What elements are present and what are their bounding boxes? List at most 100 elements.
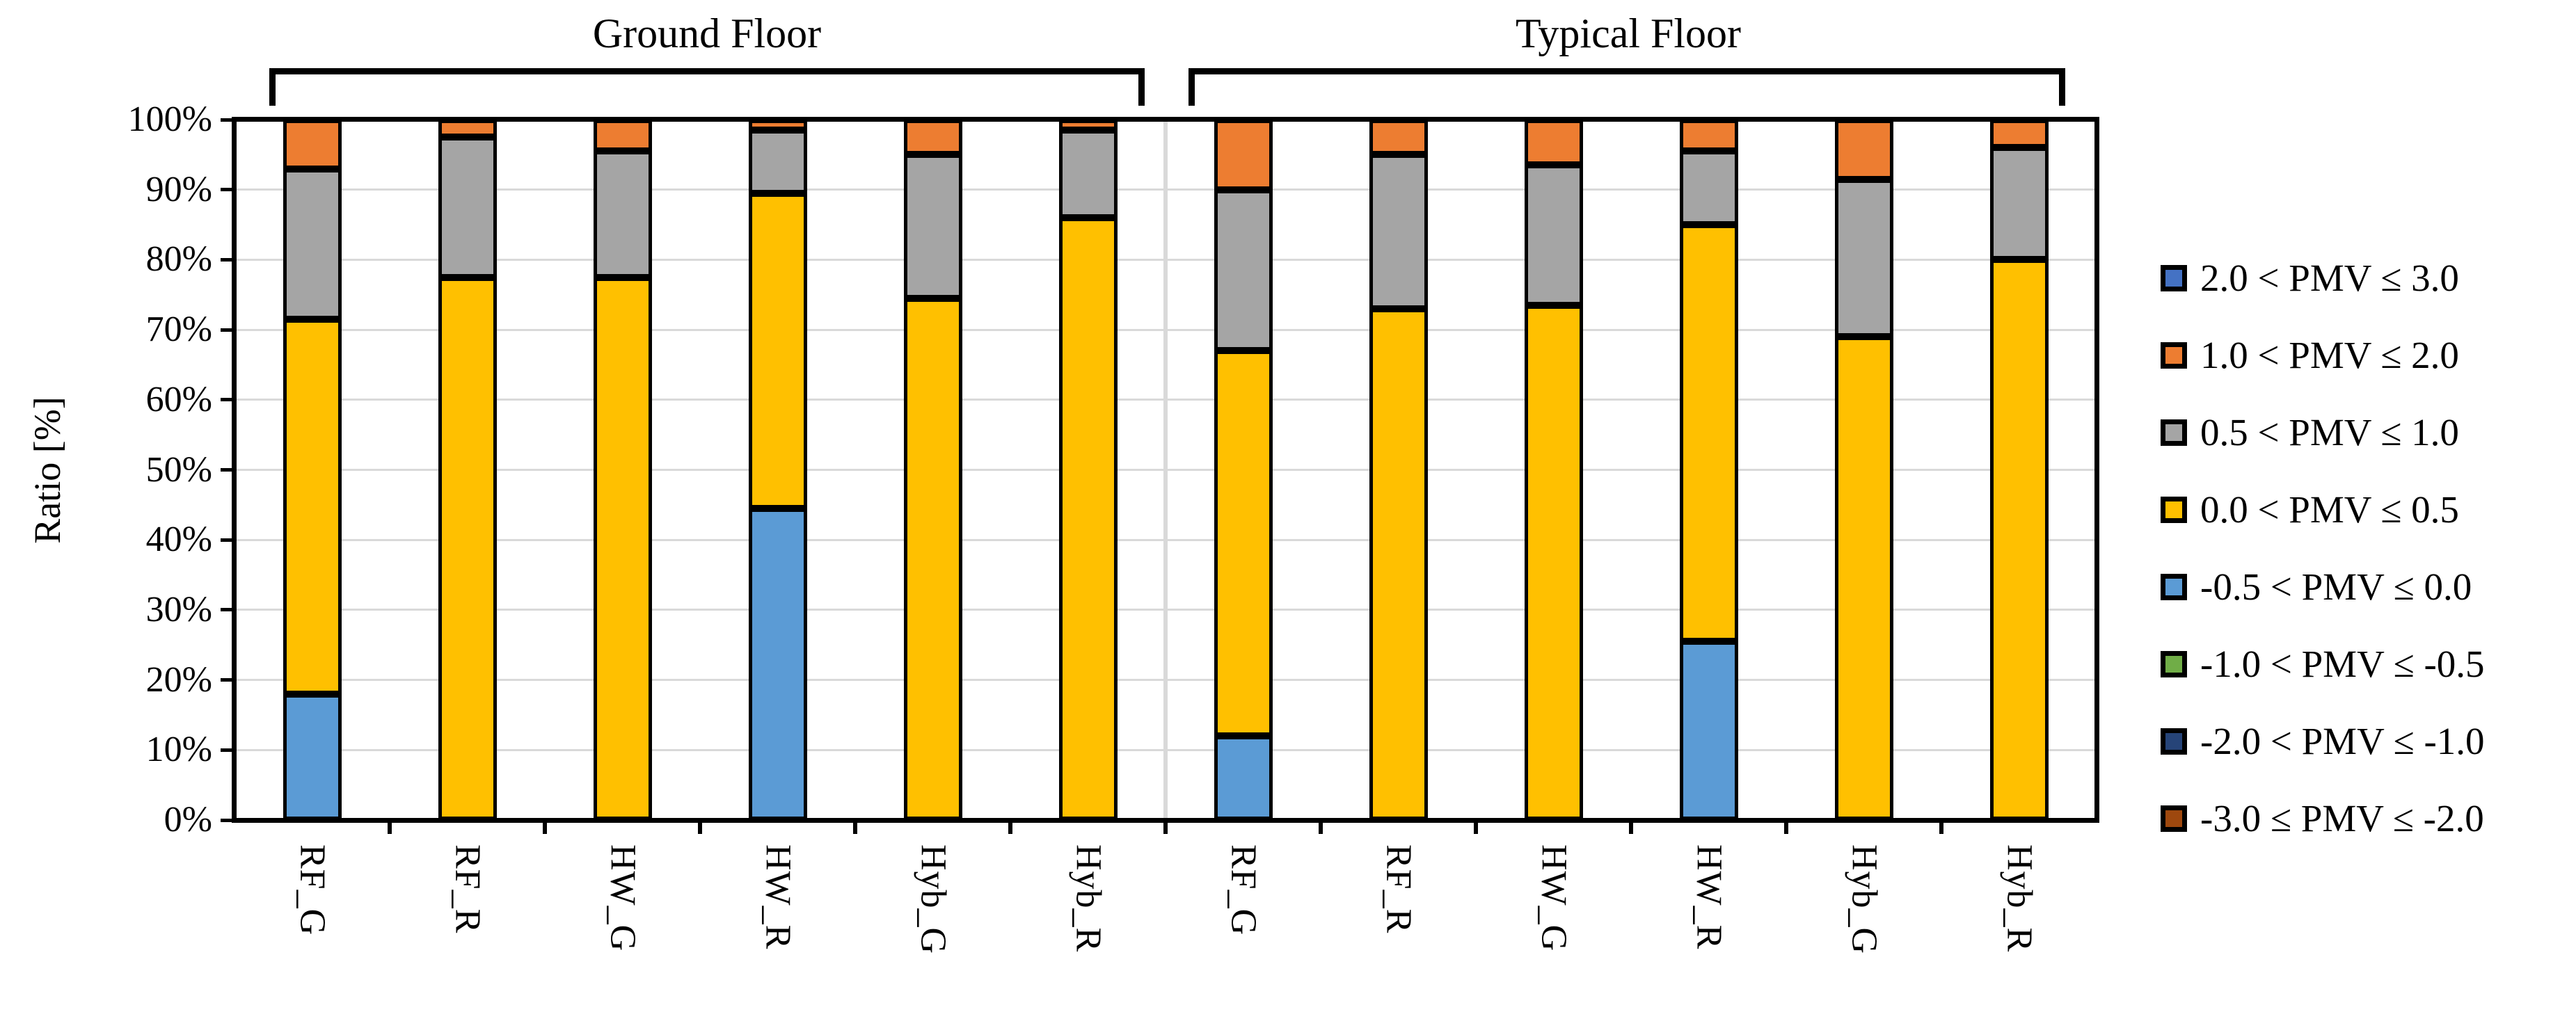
bar-segment [438, 120, 497, 138]
legend-label: -3.0 ≤ PMV ≤ -2.0 [2200, 797, 2484, 840]
y-tick-label: 50% [145, 449, 212, 490]
y-tick-mark [221, 328, 234, 332]
bar-segment [283, 693, 342, 820]
x-tick-mark [543, 820, 547, 834]
x-axis-label: HW_R [1689, 844, 1729, 950]
bar-segment [1369, 120, 1428, 155]
legend-label: -0.5 < PMV ≤ 0.0 [2200, 565, 2472, 608]
bar-segment [1834, 179, 1893, 337]
legend-swatch [2161, 574, 2187, 600]
bar-segment [438, 137, 497, 278]
x-tick-mark [1163, 820, 1168, 834]
bar-segment [1834, 337, 1893, 820]
y-tick-label: 80% [145, 239, 212, 280]
x-axis-label: RF_R [447, 844, 488, 934]
bar-segment [748, 193, 807, 508]
bar-segment [1679, 151, 1738, 225]
x-tick-mark [1008, 820, 1012, 834]
y-tick-mark [221, 188, 234, 192]
y-tick-label: 90% [145, 169, 212, 209]
bar-segment [1834, 120, 1893, 179]
y-tick-mark [221, 118, 234, 122]
bar-segment [1989, 259, 2049, 820]
legend-label: 1.0 < PMV ≤ 2.0 [2200, 334, 2459, 376]
x-axis-label: RF_G [292, 844, 333, 936]
y-tick-mark [221, 748, 234, 752]
x-axis-label: HW_R [758, 844, 798, 950]
bar-segment [1214, 120, 1273, 190]
bar-segment [748, 130, 807, 193]
bar-segment [438, 277, 497, 820]
group-bracket-typical-left-tick [1188, 68, 1195, 106]
y-tick-mark [221, 257, 234, 262]
group-header-ground-floor: Ground Floor [592, 10, 822, 56]
bar-segment [593, 120, 652, 152]
bar-segment [1058, 217, 1118, 820]
x-tick-mark [698, 820, 702, 834]
group-bracket-ground-left-tick [269, 68, 276, 106]
x-tick-mark [853, 820, 857, 834]
bar-segment [1679, 641, 1738, 820]
x-tick-mark [1629, 820, 1633, 834]
x-tick-mark [1474, 820, 1478, 834]
x-axis-label: Hyb_R [1068, 844, 1108, 953]
legend-swatch [2161, 728, 2187, 755]
bar-segment [1214, 736, 1273, 820]
bar-segment [1058, 120, 1118, 131]
x-axis-label: HW_G [603, 844, 643, 952]
x-tick-mark [1319, 820, 1323, 834]
x-tick-mark [1939, 820, 1943, 834]
y-tick-label: 20% [145, 659, 212, 700]
legend-swatch [2161, 419, 2187, 446]
x-axis-label: Hyb_G [913, 844, 953, 955]
legend-swatch [2161, 265, 2187, 291]
y-tick-mark [221, 538, 234, 542]
bar-segment [903, 154, 962, 298]
y-tick-label: 70% [145, 310, 212, 350]
bar-segment [1989, 147, 2049, 260]
bar-segment [1524, 165, 1583, 305]
bar-segment [593, 151, 652, 278]
y-tick-mark [221, 398, 234, 402]
group-separator-line [1163, 120, 1168, 820]
x-axis-label: Hyb_G [1844, 844, 1884, 955]
bar-segment [1679, 225, 1738, 642]
legend-swatch [2161, 342, 2187, 369]
bar-segment [283, 168, 342, 319]
y-tick-label: 100% [127, 99, 212, 139]
bar-segment [1679, 120, 1738, 152]
y-tick-label: 0% [164, 800, 212, 840]
bar-segment [903, 120, 962, 155]
bar-segment [283, 319, 342, 694]
bar-segment [748, 120, 807, 131]
y-tick-mark [221, 818, 234, 822]
bar-segment [1989, 120, 2049, 148]
x-axis-label: Hyb_R [1999, 844, 2040, 953]
legend-swatch [2161, 805, 2187, 832]
bar-segment [1524, 120, 1583, 166]
y-tick-mark [221, 468, 234, 472]
legend-swatch [2161, 497, 2187, 523]
x-axis-label: HW_G [1534, 844, 1574, 952]
y-tick-mark [221, 608, 234, 612]
legend-label: 0.0 < PMV ≤ 0.5 [2200, 488, 2459, 531]
group-bracket-ground [269, 68, 1145, 74]
bar-segment [903, 298, 962, 820]
bar-segment [1524, 305, 1583, 820]
bar-segment [1369, 308, 1428, 820]
y-tick-label: 40% [145, 520, 212, 560]
group-bracket-ground-right-tick [1138, 68, 1145, 106]
group-bracket-typical-right-tick [2059, 68, 2065, 106]
plot-area [234, 120, 2097, 820]
bar-segment [593, 277, 652, 820]
bar-segment [748, 508, 807, 820]
legend-label: 0.5 < PMV ≤ 1.0 [2200, 411, 2459, 453]
x-axis-label: RF_R [1378, 844, 1419, 934]
bar-segment [1058, 130, 1118, 218]
bar-segment [1214, 189, 1273, 351]
y-tick-label: 10% [145, 730, 212, 770]
bar-segment [1369, 154, 1428, 309]
y-tick-mark [221, 678, 234, 682]
group-bracket-typical [1188, 68, 2065, 74]
